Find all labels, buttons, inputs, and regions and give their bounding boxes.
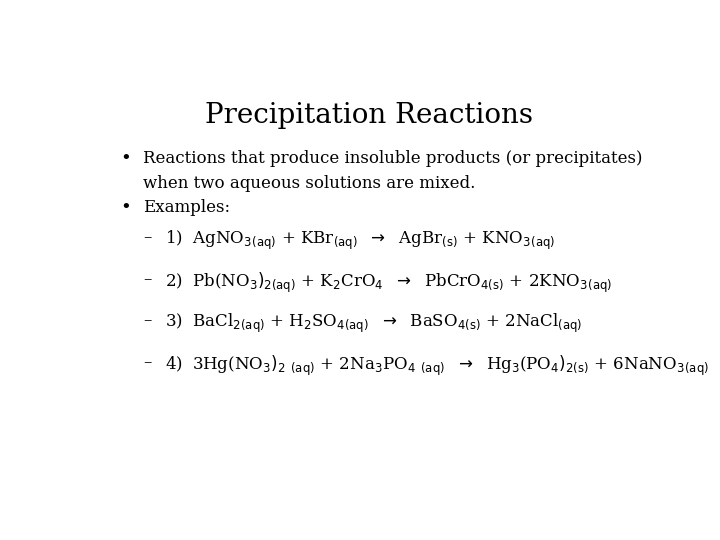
Text: when two aqueous solutions are mixed.: when two aqueous solutions are mixed.	[143, 175, 475, 192]
Text: –: –	[143, 271, 151, 288]
Text: •: •	[121, 199, 132, 217]
Text: –: –	[143, 229, 151, 246]
Text: –: –	[143, 312, 151, 329]
Text: 3)  BaCl$_{2{\sf (aq)}}$ + H$_2$SO$_{4{\sf (aq)}}$  $\rightarrow$  BaSO$_{4{\sf : 3) BaCl$_{2{\sf (aq)}}$ + H$_2$SO$_{4{\s…	[166, 312, 582, 335]
Text: 2)  Pb(NO$_3)_{2{\sf (aq)}}$ + K$_2$CrO$_4$  $\rightarrow$  PbCrO$_{4{\sf (s)}}$: 2) Pb(NO$_3)_{2{\sf (aq)}}$ + K$_2$CrO$_…	[166, 271, 613, 295]
Text: Examples:: Examples:	[143, 199, 230, 215]
Text: •: •	[121, 150, 132, 168]
Text: Precipitation Reactions: Precipitation Reactions	[205, 102, 533, 129]
Text: –: –	[143, 354, 151, 371]
Text: Reactions that produce insoluble products (or precipitates): Reactions that produce insoluble product…	[143, 150, 642, 167]
Text: 1)  AgNO$_3$$_{\sf (aq)}$ + KBr$_{\sf (aq)}$  $\rightarrow$  AgBr$_{\sf (s)}$ + : 1) AgNO$_3$$_{\sf (aq)}$ + KBr$_{\sf (aq…	[166, 229, 556, 252]
Text: 4)  3Hg(NO$_3)_{2}$ $_{{\sf (aq)}}$ + 2Na$_3$PO$_4$ $_{{\sf (aq)}}$  $\rightarro: 4) 3Hg(NO$_3)_{2}$ $_{{\sf (aq)}}$ + 2Na…	[166, 354, 709, 378]
